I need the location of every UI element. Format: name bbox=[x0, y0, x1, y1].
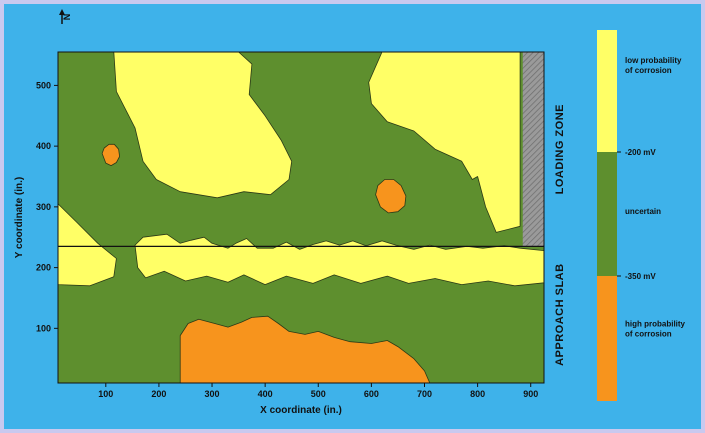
legend-label-1: uncertain bbox=[625, 207, 661, 216]
legend-label-line: uncertain bbox=[625, 207, 661, 216]
region-high-6 bbox=[101, 143, 120, 167]
legend-threshold-0: -200 mV bbox=[625, 148, 656, 157]
legend-label-2: high probability of corrosion bbox=[625, 320, 686, 339]
zone-label-1: APPROACH SLAB bbox=[554, 263, 566, 365]
legend-label-line: of corrosion bbox=[625, 330, 672, 339]
legend-swatch-0 bbox=[597, 30, 617, 152]
x-tick-label-400: 400 bbox=[258, 389, 273, 399]
y-axis-title: Y coordinate (in.) bbox=[14, 177, 25, 259]
legend-label-line: of corrosion bbox=[625, 66, 672, 75]
x-tick-label-100: 100 bbox=[98, 389, 113, 399]
legend-label-0: low probability of corrosion bbox=[625, 56, 682, 75]
zone-label-0: LOADING ZONE bbox=[554, 104, 566, 194]
legend-label-line: low probability bbox=[625, 56, 682, 65]
north-arrow-head bbox=[59, 9, 65, 15]
x-tick-label-900: 900 bbox=[523, 389, 538, 399]
y-tick-label-300: 300 bbox=[36, 202, 51, 212]
legend-threshold-1: -350 mV bbox=[625, 272, 656, 281]
contour-chart: 100 200 300 400 500 600 700 800 900 100 200 300 400 5… bbox=[14, 9, 686, 416]
hatched-strip bbox=[522, 52, 544, 247]
x-axis-title: X coordinate (in.) bbox=[260, 405, 342, 416]
north-arrow-label: N bbox=[62, 14, 72, 21]
y-tick-label-200: 200 bbox=[36, 263, 51, 273]
legend-swatch-1 bbox=[597, 152, 617, 276]
region-low-3 bbox=[58, 203, 117, 287]
region-high-7 bbox=[375, 179, 407, 214]
x-tick-label-600: 600 bbox=[364, 389, 379, 399]
x-tick-label-300: 300 bbox=[205, 389, 220, 399]
region-low-1 bbox=[113, 52, 293, 199]
legend: low probability of corrosionuncertainhigh… bbox=[597, 30, 686, 401]
plot-border bbox=[57, 51, 545, 384]
x-tick-label-800: 800 bbox=[470, 389, 485, 399]
y-tick-label-100: 100 bbox=[36, 323, 51, 333]
y-tick-label-400: 400 bbox=[36, 141, 51, 151]
x-tick-label-200: 200 bbox=[151, 389, 166, 399]
region-low-2 bbox=[368, 52, 521, 233]
legend-label-line: high probability bbox=[625, 320, 686, 329]
y-tick-label-500: 500 bbox=[36, 80, 51, 90]
figure-panel: 100 200 300 400 500 600 700 800 900 100 200 300 400 5… bbox=[4, 4, 701, 429]
legend-swatch-2 bbox=[597, 276, 617, 401]
x-tick-label-500: 500 bbox=[311, 389, 326, 399]
x-tick-label-700: 700 bbox=[417, 389, 432, 399]
region-high-5 bbox=[179, 315, 431, 383]
north-arrow-icon: N bbox=[59, 9, 72, 24]
